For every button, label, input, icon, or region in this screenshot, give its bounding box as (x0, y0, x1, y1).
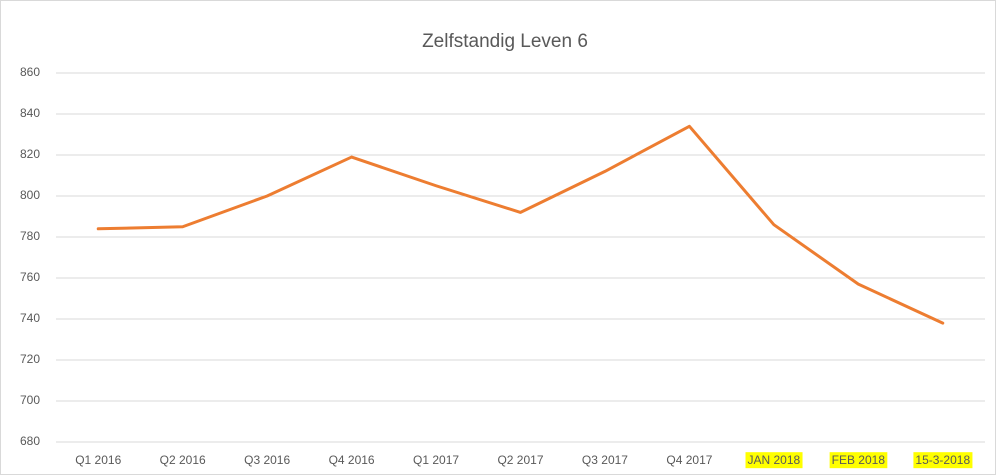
y-tick-label: 700 (20, 393, 40, 407)
x-tick-label: Q1 2016 (75, 453, 121, 467)
x-tick-label: Q3 2016 (244, 453, 290, 467)
y-tick-label: 820 (20, 147, 40, 161)
x-tick-label: Q1 2017 (413, 453, 459, 467)
x-tick-label: FEB 2018 (832, 453, 886, 467)
chart-title: Zelfstandig Leven 6 (422, 31, 588, 52)
label-highlight (829, 452, 888, 469)
data-line (96, 124, 945, 325)
y-tick-label: 800 (20, 188, 40, 202)
x-tick-labels: Q1 2016 Q2 2016 Q3 2016 Q4 2016 Q1 2017 Q2 20… (75, 452, 973, 469)
x-tick-label: Q2 2016 (160, 453, 206, 467)
y-tick-label: 840 (20, 106, 40, 120)
y-tick-label: 740 (20, 311, 40, 325)
y-tick-label: 760 (20, 270, 40, 284)
x-tick-label: Q4 2016 (329, 453, 375, 467)
label-highlight (913, 452, 973, 469)
x-tick-label: JAN 2018 (748, 453, 801, 467)
x-tick-label: Q2 2017 (497, 453, 543, 467)
y-tick-label: 860 (20, 65, 40, 79)
y-tick-label: 680 (20, 434, 40, 448)
y-tick-label: 720 (20, 352, 40, 366)
x-tick-label: Q3 2017 (582, 453, 628, 467)
y-tick-label: 780 (20, 229, 40, 243)
x-tick-label: Q4 2017 (666, 453, 712, 467)
label-highlight (745, 452, 803, 469)
x-tick-label: 15-3-2018 (915, 453, 970, 467)
